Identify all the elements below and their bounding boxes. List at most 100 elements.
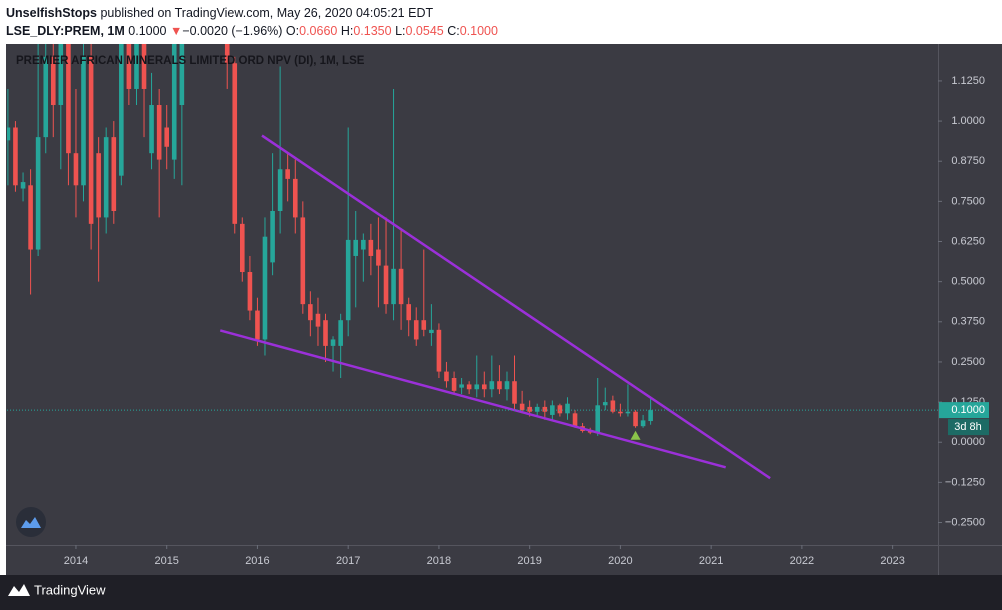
y-tick-label: 1.1250 [951,75,985,87]
candle-body [618,411,623,414]
x-tick-label: 2023 [880,555,904,567]
ohlc-label: H: [340,24,354,38]
candle-body [429,329,434,334]
candle-body [376,249,381,266]
candle-body [232,63,238,224]
footer-brand: TradingView [34,582,106,597]
candle-body [96,153,101,218]
x-tick-label: 2014 [64,555,88,567]
candle-body [481,384,487,390]
candle-body [292,178,298,218]
logo-circle [16,507,46,537]
axes: −0.2500−0.12500.00000.12500.25000.37500.… [64,75,989,567]
ohlc-value: 0.1350 [353,24,392,38]
candle-body [489,381,495,390]
candle-body [300,217,306,305]
ohlc-value: 0.0545 [405,24,444,38]
candle-body [413,320,419,340]
candle-body [126,44,132,89]
candle-body [542,406,548,412]
y-tick-label: 0.7500 [951,195,985,207]
candle-body [602,402,608,406]
candle-body [444,371,449,382]
candle-body [171,44,177,160]
candle-body [103,137,109,218]
candle-body [391,268,396,305]
change: −0.0020 (−1.96%) [182,24,283,38]
candle-body [141,44,147,89]
candle-body [474,384,480,390]
y-tick-label: −0.2500 [945,516,985,528]
y-tick-label: −0.1250 [945,476,985,488]
candle-body [81,56,86,186]
y-tick-label: 0.8750 [951,155,985,167]
candle-body [323,320,328,346]
chart-title: PREMIER AFRICAN MINERALS LIMITED ORD NPV… [16,55,365,67]
x-tick-label: 2020 [608,555,632,567]
ohlc-value: 0.0660 [299,24,338,38]
countdown-label: 3d 8h [954,421,982,433]
candle-body [308,304,313,321]
candle-body [466,384,472,390]
candle-body [534,406,540,412]
published: published on TradingView.com, May 26, 20… [100,6,434,20]
candle-body [557,405,563,414]
ohlc-value: 0.1000 [459,24,498,38]
candle-body [164,127,170,147]
footer-icon [8,584,30,596]
logo-badge [16,507,46,537]
candle-body [255,310,260,340]
y-tick-label: 0.3750 [951,316,985,328]
candle-body [156,105,162,160]
candle-body [398,268,404,305]
candle-body [247,272,253,311]
signal-marker [630,430,641,440]
candle-body [270,211,275,263]
footer-bar [0,575,1002,610]
author: UnselfishStops [6,6,97,20]
countdown-box [948,419,989,436]
candle-body [512,381,517,404]
candle-body [436,329,442,372]
candle-body [527,406,532,412]
candle-body [648,410,653,422]
candle-body [383,265,389,305]
last: 0.1000 [128,24,167,38]
y-tick-label: 0.6250 [951,235,985,247]
candle-body [179,44,185,106]
plot [7,44,938,480]
candle-body [88,56,94,224]
x-tick-label: 2022 [790,555,814,567]
symbol: LSE_DLY:PREM, 1M [6,24,125,38]
last-price-box [939,402,989,419]
candle-body [28,185,33,250]
candle-body [625,411,631,414]
ohlc-label: C: [447,24,460,38]
candle-body [610,400,616,412]
candle-body [50,56,56,106]
candle-body [239,223,245,273]
candle-body [149,105,154,154]
candle-body [119,44,124,176]
arrow: ▼ [169,24,183,38]
candle-body [43,56,49,138]
y-tick-label: 0.0000 [951,436,985,448]
logo-icon [21,517,41,528]
x-tick-label: 2018 [427,555,451,567]
candle-body [406,304,412,321]
chart: −0.2500−0.12500.00000.12500.25000.37500.… [0,44,1002,610]
candle-body [224,44,230,64]
footer-logo: TradingView [8,582,106,597]
candle-body [345,239,351,321]
y-tick-label: 0.2500 [951,356,985,368]
candle-body [13,127,18,186]
candle-body [368,239,374,256]
y-tick-label: 0.5000 [951,276,985,288]
x-tick-label: 2016 [245,555,269,567]
x-tick-label: 2015 [154,555,178,567]
trend-line [261,134,771,480]
ohlc-label: L: [395,24,406,38]
candle-body [330,339,336,346]
candle-body [497,381,502,390]
